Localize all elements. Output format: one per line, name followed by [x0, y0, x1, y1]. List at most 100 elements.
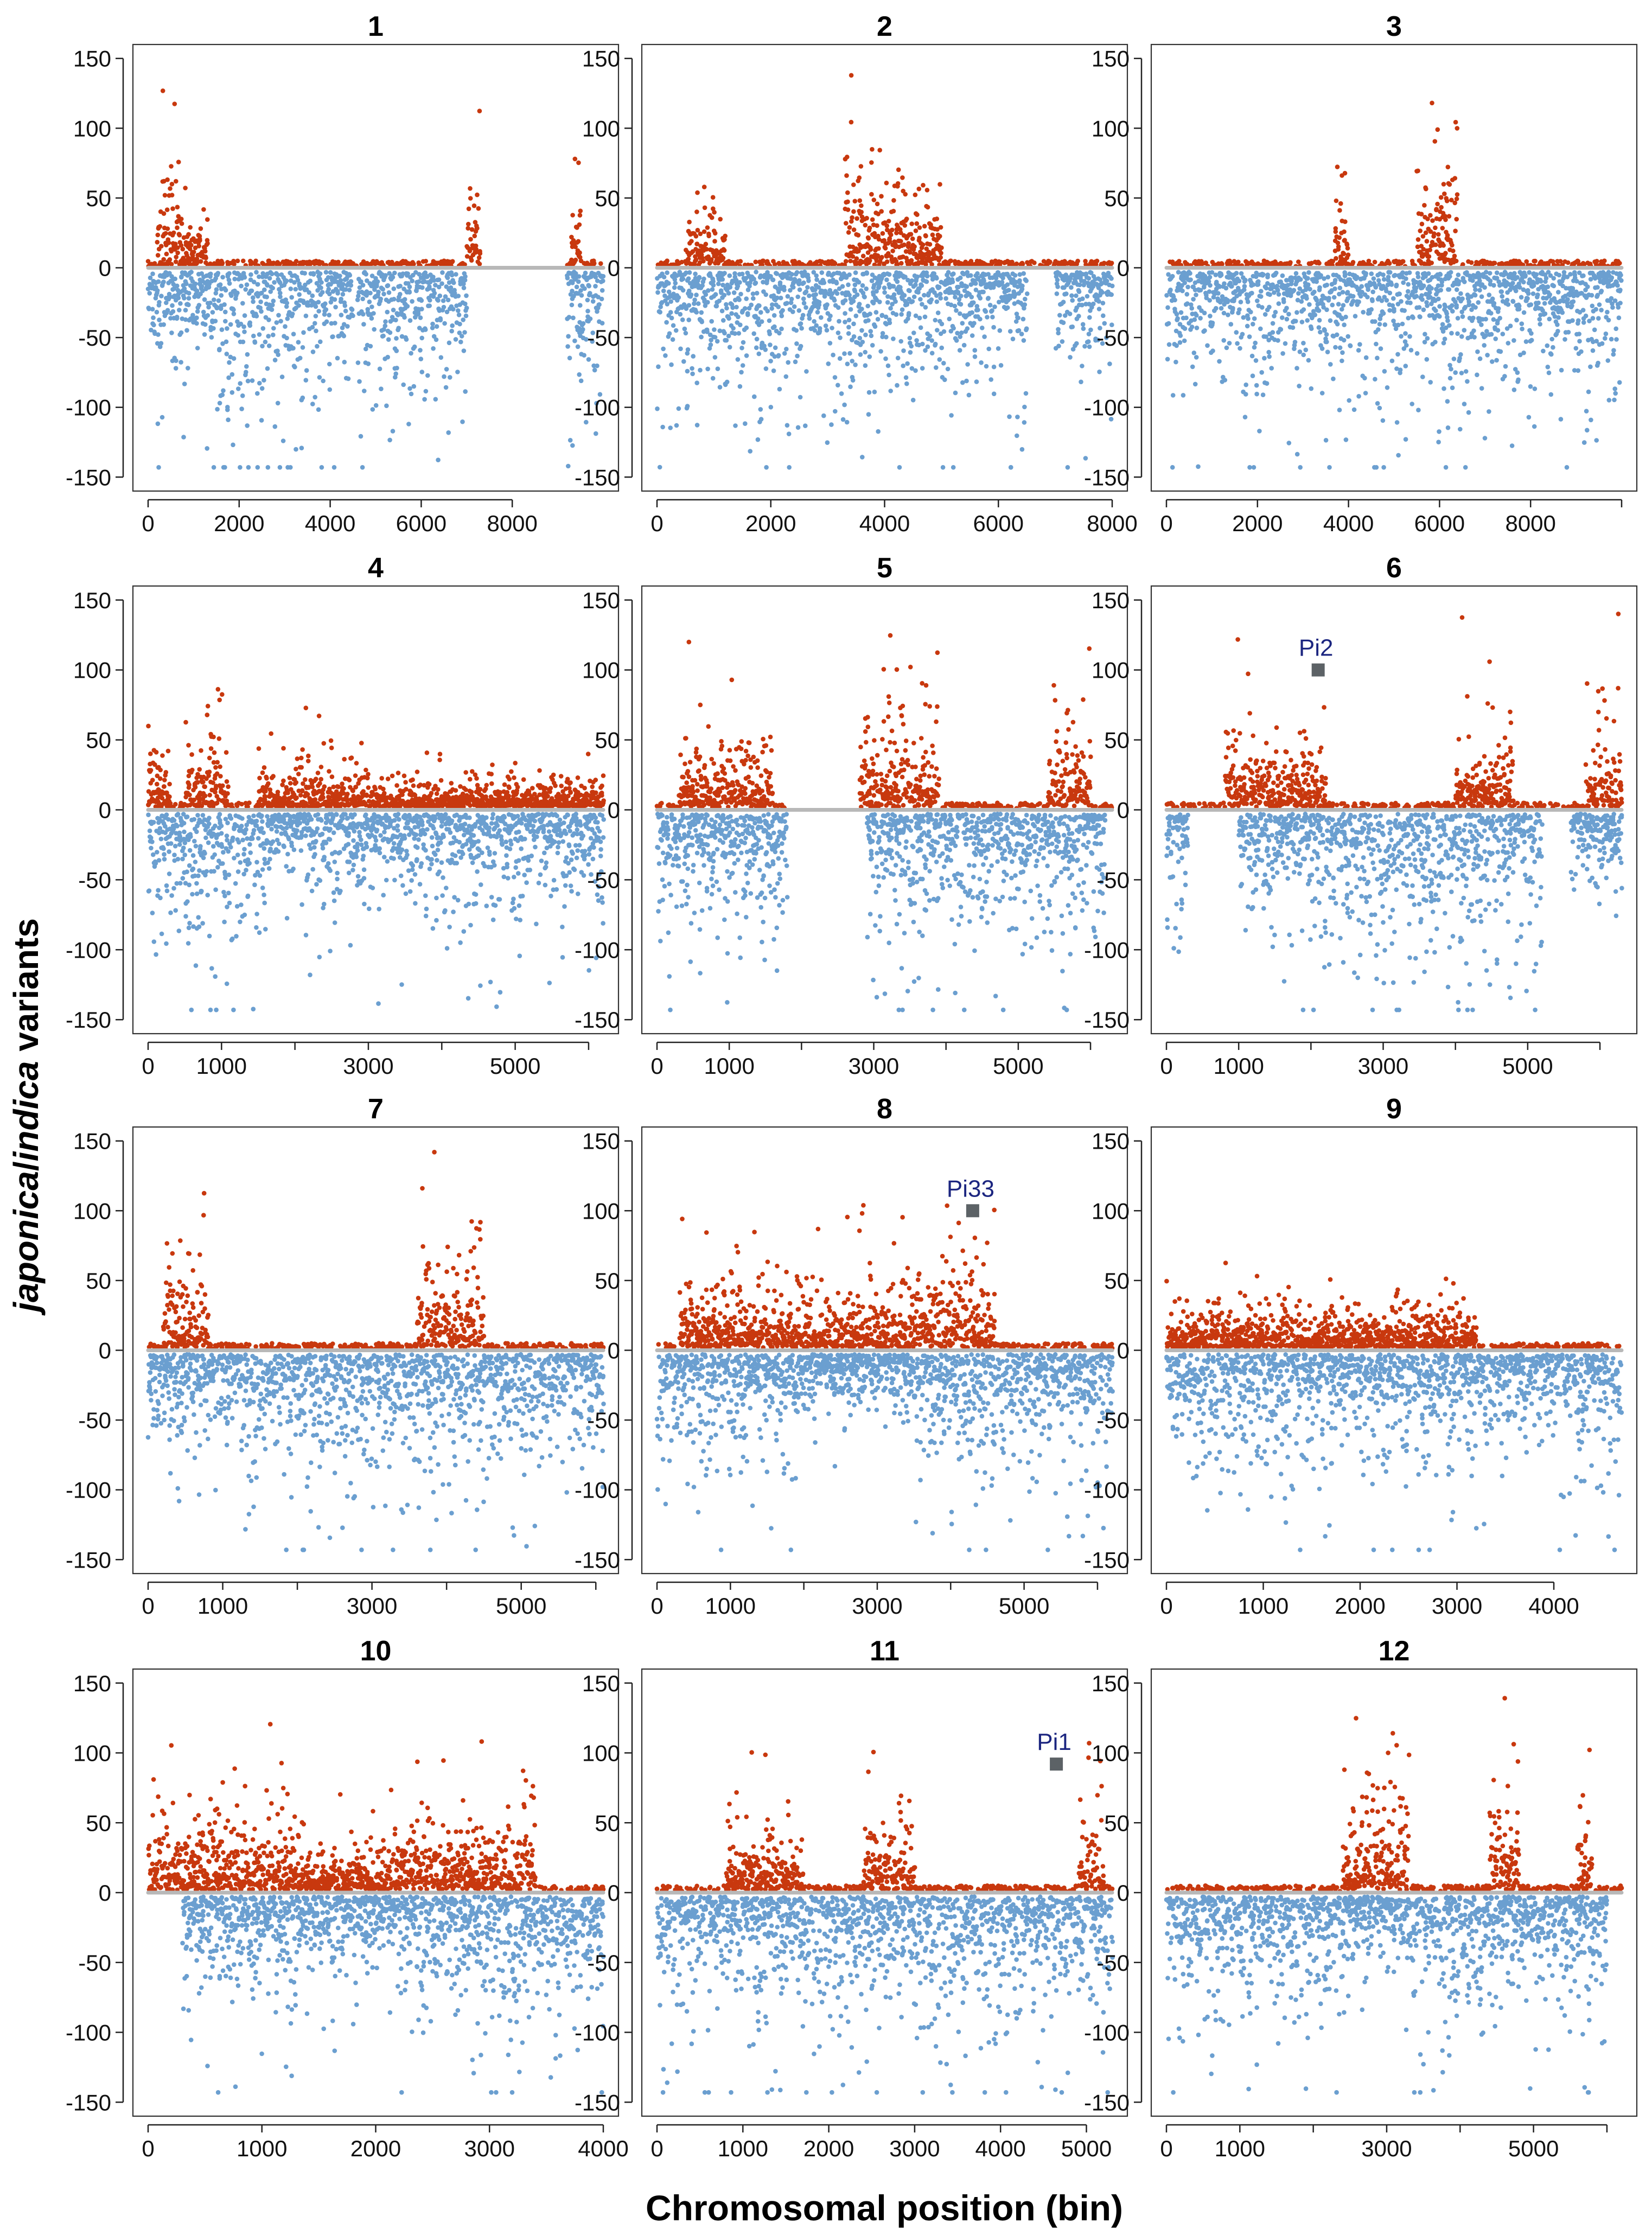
japonica-point — [156, 233, 161, 238]
japonica-point — [241, 259, 246, 264]
indica-point — [302, 271, 307, 276]
indica-point — [190, 313, 195, 318]
indica-point — [438, 318, 443, 323]
indica-point — [571, 316, 576, 321]
indica-point — [416, 311, 421, 316]
indica-point — [232, 311, 237, 316]
indica-point — [462, 330, 467, 335]
indica-point — [175, 315, 180, 320]
indica-point — [194, 315, 199, 320]
indica-point — [217, 348, 222, 353]
indica-point — [409, 351, 413, 356]
indica-point — [254, 270, 259, 275]
indica-point — [343, 309, 348, 314]
indica-point — [568, 438, 573, 443]
indica-point — [276, 401, 280, 406]
indica-point — [219, 293, 224, 298]
y-tick-label: 100 — [582, 116, 620, 141]
indica-point — [314, 329, 318, 334]
indica-point — [391, 308, 396, 313]
indica-point — [435, 324, 439, 329]
indica-point — [187, 291, 192, 296]
indica-point — [291, 346, 296, 351]
indica-point — [206, 313, 211, 318]
indica-point — [408, 318, 413, 323]
indica-point — [320, 465, 324, 470]
indica-point — [436, 457, 441, 462]
indica-point — [566, 464, 571, 469]
indica-point — [407, 386, 412, 391]
indica-point — [391, 275, 396, 280]
indica-point — [318, 340, 323, 345]
japonica-point — [170, 193, 175, 198]
indica-point — [316, 300, 321, 305]
indica-point — [174, 366, 178, 371]
indica-point — [288, 465, 293, 470]
japonica-point — [199, 259, 203, 264]
indica-point — [458, 340, 463, 345]
indica-point — [381, 334, 386, 339]
japonica-point — [469, 258, 474, 263]
indica-point — [289, 295, 294, 300]
indica-point — [366, 361, 371, 366]
japonica-point — [175, 225, 180, 230]
japonica-point — [598, 261, 603, 266]
indica-point — [266, 317, 271, 322]
indica-point — [431, 346, 436, 351]
indica-point — [401, 383, 406, 387]
x-tick-label: 6000 — [396, 511, 447, 536]
indica-point — [678, 347, 683, 352]
japonica-point — [165, 177, 170, 182]
indica-point — [155, 288, 160, 293]
indica-point — [276, 313, 281, 318]
japonica-point — [174, 254, 178, 259]
indica-point — [312, 321, 317, 326]
indica-point — [273, 424, 278, 429]
indica-point — [577, 372, 582, 377]
indica-point — [253, 340, 258, 345]
indica-point — [455, 370, 460, 374]
japonica-point — [188, 225, 193, 230]
indica-point — [270, 307, 275, 312]
indica-point — [186, 366, 190, 371]
japonica-point — [294, 259, 299, 264]
indica-point — [600, 288, 605, 293]
indica-point — [444, 385, 449, 390]
japonica-point — [192, 250, 196, 254]
indica-point — [601, 278, 605, 283]
indica-point — [271, 326, 276, 331]
indica-point — [451, 281, 456, 285]
indica-point — [220, 392, 225, 397]
indica-point — [239, 406, 244, 411]
indica-point — [156, 465, 161, 470]
indica-point — [418, 348, 423, 353]
indica-point — [285, 301, 290, 305]
japonica-point — [171, 231, 176, 235]
x-tick-label: 4000 — [305, 511, 355, 536]
indica-point — [335, 356, 340, 361]
indica-point — [565, 344, 570, 349]
indica-point — [567, 315, 572, 320]
indica-point — [593, 284, 598, 289]
indica-point — [388, 330, 393, 335]
japonica-point — [205, 217, 210, 222]
japonica-point — [203, 249, 208, 254]
indica-point — [283, 324, 288, 329]
japonica-point — [336, 260, 341, 265]
indica-point — [368, 344, 373, 349]
indica-point — [211, 310, 215, 315]
indica-point — [658, 465, 662, 470]
indica-point — [284, 278, 289, 283]
indica-point — [378, 367, 382, 372]
indica-point — [171, 309, 176, 314]
indica-point — [425, 373, 430, 378]
indica-point — [579, 379, 584, 384]
indica-point — [216, 298, 221, 303]
indica-point — [577, 274, 582, 279]
japonica-point — [180, 221, 184, 226]
indica-point — [595, 364, 599, 368]
indica-point — [311, 272, 316, 277]
indica-point — [434, 338, 439, 342]
japonica-point — [161, 257, 166, 262]
indica-point — [582, 286, 587, 291]
